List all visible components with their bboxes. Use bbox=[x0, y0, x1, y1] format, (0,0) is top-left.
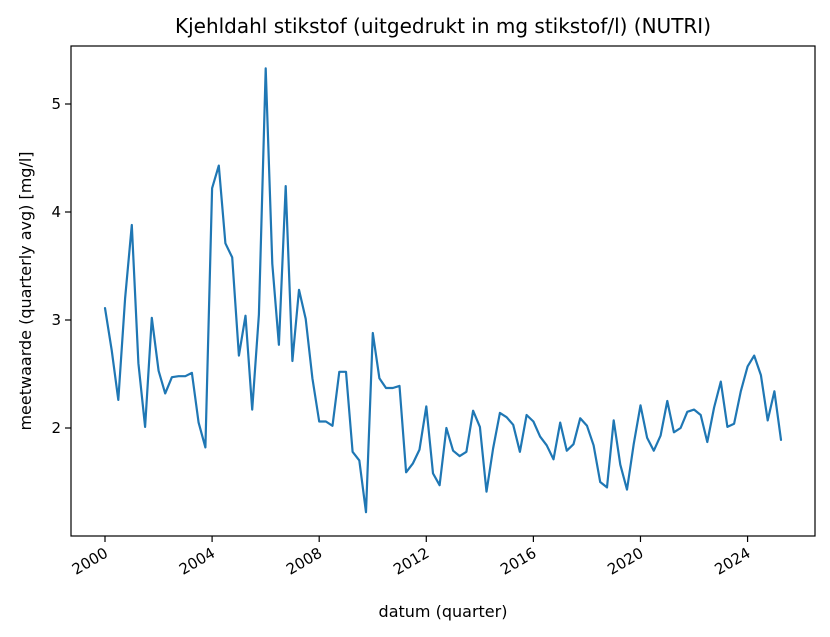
x-tick-label: 2004 bbox=[176, 544, 218, 579]
x-axis: 2000 2004 2008 2012 2016 2020 2024 bbox=[69, 536, 754, 579]
y-axis-label: meetwaarde (quarterly avg) [mg/l] bbox=[16, 151, 35, 430]
x-tick-label: 2024 bbox=[712, 544, 754, 579]
x-tick-label: 2008 bbox=[283, 544, 325, 579]
plot-frame bbox=[70, 45, 816, 537]
y-tick-label: 3 bbox=[51, 311, 61, 329]
x-tick-label: 2012 bbox=[390, 544, 432, 579]
series-line bbox=[103, 67, 783, 514]
y-axis: 2 3 4 5 bbox=[51, 95, 71, 437]
x-tick-label: 2000 bbox=[69, 544, 111, 579]
x-tick-label: 2016 bbox=[497, 544, 539, 579]
x-axis-label: datum (quarter) bbox=[379, 602, 508, 621]
y-tick-label: 2 bbox=[51, 419, 61, 437]
x-tick-label: 2020 bbox=[604, 544, 646, 579]
plot-area bbox=[70, 45, 816, 537]
y-tick-label: 5 bbox=[51, 95, 61, 113]
y-tick-label: 4 bbox=[51, 203, 61, 221]
chart-title: Kjehldahl stikstof (uitgedrukt in mg sti… bbox=[175, 14, 711, 38]
